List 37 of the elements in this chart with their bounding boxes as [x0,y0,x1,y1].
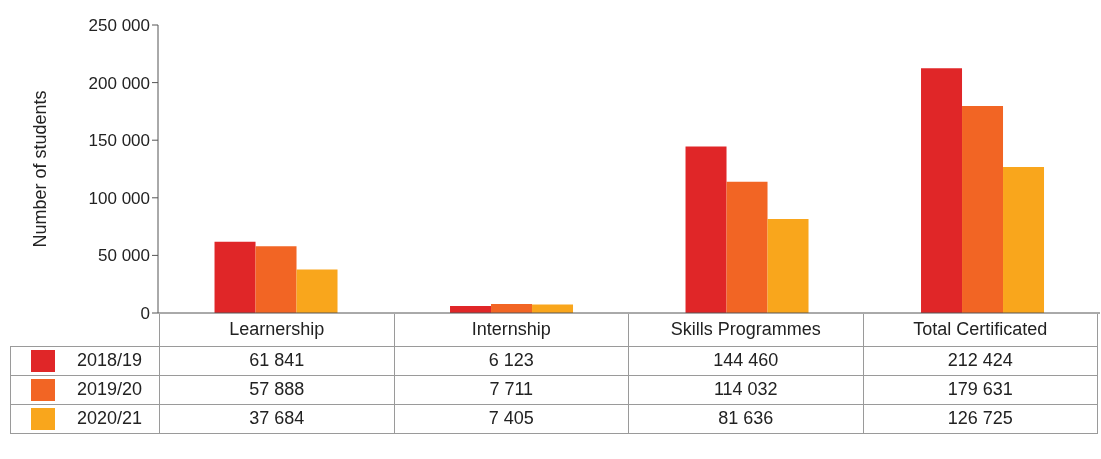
data-label: 57 888 [159,375,394,404]
bar [1003,167,1045,313]
y-tick-label: 0 [140,304,150,324]
data-label: 61 841 [159,346,394,375]
data-label: 144 460 [628,346,863,375]
data-label: 81 636 [628,404,863,433]
x-tick-label: Total Certificated [863,314,1098,346]
bar [962,106,1004,313]
bar [767,218,809,313]
x-tick-label: Internship [394,314,629,346]
y-tick-label: 200 000 [88,73,150,93]
data-label: 212 424 [863,346,1098,375]
data-label: 7 711 [394,375,629,404]
bar [532,304,574,313]
bar [491,304,533,313]
data-label: 7 405 [394,404,629,433]
y-tick-label: 100 000 [88,188,150,208]
bar [214,241,256,313]
data-label: 6 123 [394,346,629,375]
legend-label: 2020/21 [77,408,143,429]
data-label: 126 725 [863,404,1098,433]
y-axis-title: Number of students [30,90,51,248]
data-label: 179 631 [863,375,1098,404]
y-tick-label: 50 000 [98,246,150,266]
bar [726,181,768,313]
y-tick-label: 250 000 [88,16,150,36]
legend-label: 2018/19 [77,350,143,371]
bar [921,68,963,313]
bar [296,269,338,313]
bar [685,146,727,313]
data-label: 114 032 [628,375,863,404]
y-tick-label: 150 000 [88,131,150,151]
data-label: 37 684 [159,404,394,433]
x-tick-label: Learnership [159,314,394,346]
bar [255,246,297,313]
legend-label: 2019/20 [77,379,143,400]
x-tick-label: Skills Programmes [628,314,863,346]
